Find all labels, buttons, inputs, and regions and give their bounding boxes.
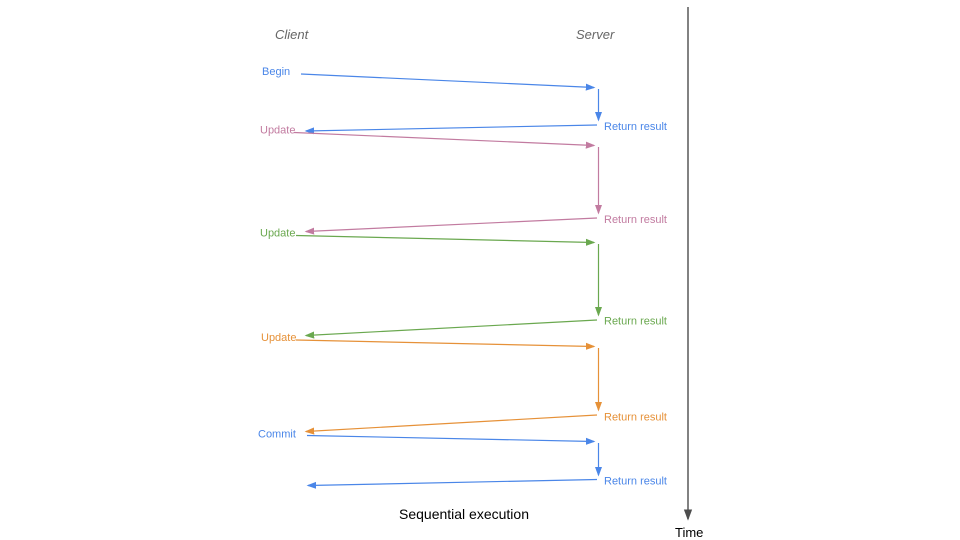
diagram-title: Sequential execution [399, 506, 529, 522]
update3-label: Update [261, 332, 296, 344]
time-axis: Time [675, 7, 703, 540]
update1-label: Update [260, 125, 295, 137]
message-begin: Begin Return result [262, 66, 667, 135]
commit-return-arrow [306, 478, 598, 489]
update2-return-arrow [304, 319, 598, 339]
begin-label: Begin [262, 66, 290, 78]
update2-label: Update [260, 228, 295, 240]
update3-request-arrow [295, 339, 596, 350]
begin-return-label: Return result [604, 121, 667, 133]
commit-return-label: Return result [604, 476, 667, 488]
update3-return-label: Return result [604, 412, 667, 424]
update1-return-arrow [304, 217, 598, 235]
update1-request-arrow [293, 131, 596, 149]
begin-return-arrow [304, 124, 598, 135]
message-commit: Commit Return result [258, 429, 667, 489]
update2-request-arrow [295, 234, 596, 246]
message-update-2: Update Return result [260, 228, 667, 339]
update1-return-label: Return result [604, 214, 667, 226]
time-axis-label: Time [675, 525, 703, 540]
begin-request-arrow [300, 73, 596, 91]
update3-return-arrow [304, 414, 598, 435]
client-header: Client [275, 27, 310, 42]
message-update-3: Update Return result [261, 332, 667, 435]
update2-return-label: Return result [604, 316, 667, 328]
message-update-1: Update Return result [260, 125, 667, 235]
commit-request-arrow [306, 434, 596, 445]
server-header: Server [576, 27, 615, 42]
commit-label: Commit [258, 429, 296, 441]
